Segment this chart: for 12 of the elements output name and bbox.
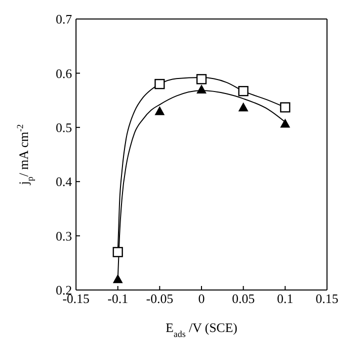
y-tick-label: 0.6	[56, 66, 72, 81]
y-tick-label: 0.4	[56, 174, 72, 190]
x-axis-title: E$_{ads}$ /V (SCE)	[166, 320, 238, 339]
x-tick-label: 0.15	[316, 291, 338, 306]
x-tick-label: -0.1	[108, 291, 128, 306]
x-tick-label: 0	[198, 291, 205, 306]
y-tick-label: 0.7	[56, 12, 72, 27]
x-tick-label: 0.1	[277, 291, 294, 306]
y-tick-label: 0.5	[56, 120, 72, 136]
y-tick-label: 0.3	[56, 228, 72, 244]
x-tick-label: 0.05	[232, 291, 255, 306]
x-tick-label: -0.05	[146, 291, 174, 306]
